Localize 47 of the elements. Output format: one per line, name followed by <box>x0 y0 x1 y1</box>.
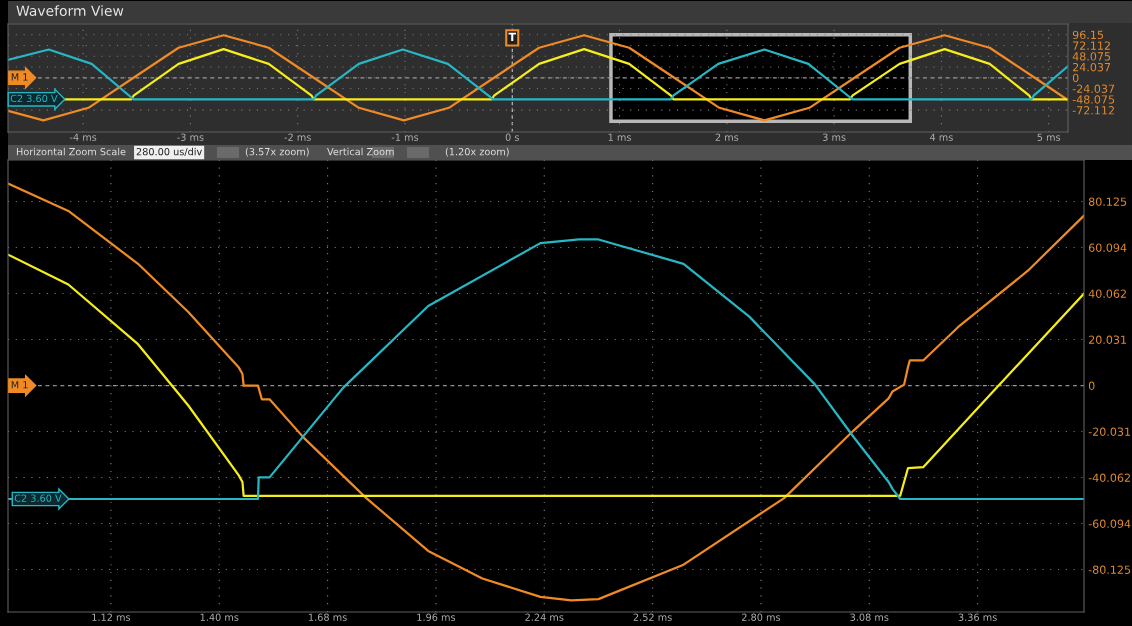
y-tick-label: -20.031 <box>1088 427 1131 436</box>
ref-line-label: T <box>508 32 516 41</box>
x-tick-label: 0 s <box>505 133 519 141</box>
x-tick-label: 1.12 ms <box>92 613 131 621</box>
x-tick-label: -3 ms <box>177 133 204 141</box>
y-tick-label: 40.062 <box>1088 289 1126 298</box>
y-tick-label: 72.112 <box>1073 41 1110 50</box>
text: Vertical Zoom <box>327 147 394 156</box>
y-tick-label: 24.037 <box>1072 62 1111 72</box>
y-tick-label: -60.094 <box>1088 519 1131 528</box>
x-tick-label: 2 ms <box>715 133 739 141</box>
y-tick-label: 0 <box>1088 381 1095 390</box>
x-tick-label: 1 ms <box>608 133 631 141</box>
text: (3.57x zoom) <box>245 147 309 157</box>
text: Horizontal Zoom Scale <box>16 147 126 156</box>
x-tick-label: 1.40 ms <box>200 613 239 621</box>
y-tick-label: -24.037 <box>1072 84 1115 93</box>
x-tick-label: 5 ms <box>1037 133 1061 141</box>
x-tick-label: -4 ms <box>69 133 97 141</box>
y-tick-label: 0 <box>1072 73 1079 83</box>
y-tick-label: 48.075 <box>1072 52 1111 61</box>
x-tick-label: 2.24 ms <box>525 613 564 621</box>
x-tick-label: 1.96 ms <box>417 613 456 621</box>
x-tick-label: 4 ms <box>929 133 953 141</box>
x-tick-label: 1.68 ms <box>309 613 347 621</box>
y-tick-label: -80.125 <box>1088 565 1131 574</box>
y-tick-label: 20.031 <box>1088 335 1127 344</box>
y-tick-label: 60.094 <box>1088 243 1127 252</box>
x-tick-label: 2.80 ms <box>742 613 781 621</box>
x-tick-label: 3.36 ms <box>958 613 997 621</box>
annotation: C2 3.60 V <box>10 94 58 103</box>
y-tick-label: 96.15 <box>1072 30 1104 40</box>
y-tick-label: -40.062 <box>1088 473 1130 482</box>
x-tick-label: 3 ms <box>822 133 846 141</box>
text: (1.20x zoom) <box>445 147 509 157</box>
x-tick-label: -1 ms <box>391 133 419 141</box>
x-tick-label: -2 ms <box>284 133 311 141</box>
y-tick-label: -72.112 <box>1072 106 1114 115</box>
text: 280.00 us/div <box>136 147 202 157</box>
annotation: C2 3.60 V <box>14 494 62 502</box>
ref-line-label: M 1 <box>11 381 28 389</box>
y-tick-label: -48.075 <box>1072 95 1115 104</box>
x-tick-label: 2.52 ms <box>633 613 672 621</box>
y-tick-label: 80.125 <box>1088 197 1127 206</box>
chart-title: Waveform View <box>16 5 124 17</box>
ref-line-label: M 1 <box>11 73 28 81</box>
x-tick-label: 3.08 ms <box>850 613 889 621</box>
